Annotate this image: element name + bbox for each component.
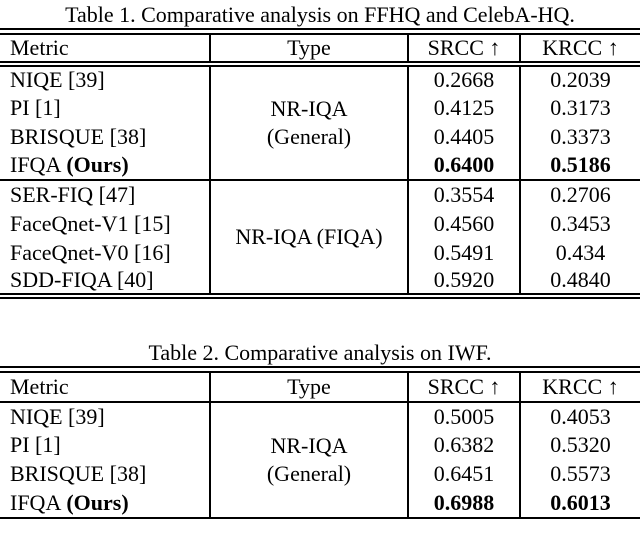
table-row: PI [1] 0.4125 0.3173 (0, 93, 640, 122)
table1-group-nriqa-general: NIQE [39] NR-IQA (General) 0.2668 0.2039 … (0, 64, 640, 180)
metric-label: NIQE [39] (10, 67, 105, 92)
cell-krcc: 0.3453 (550, 210, 611, 236)
cell-metric: BRISQUE [38] (0, 122, 211, 151)
cell-metric: SDD-FIQA [40] (0, 267, 211, 296)
cell-srcc: 0.4125 (408, 93, 521, 122)
cell-krcc: 0.6013 (550, 489, 611, 515)
cell-metric: FaceQnet-V1 [15] (0, 209, 211, 238)
cell-srcc: 0.6451 (408, 459, 521, 489)
cell-srcc: 0.5005 (408, 401, 521, 431)
col-header-krcc: KRCC ↑ (520, 31, 640, 67)
col-header-metric: Metric (0, 31, 211, 67)
table1-caption: Table 1. Comparative analysis on FFHQ an… (65, 2, 575, 27)
cell-metric: NIQE [39] (0, 64, 211, 93)
metric-label: SER-FIQ [47] (10, 182, 136, 207)
table2-comparative-iwf: Metric Type SRCC ↑ KRCC ↑ NIQE [39] NR-I… (0, 366, 640, 519)
cell-krcc: 0.3173 (550, 94, 611, 120)
metric-suffix: (Ours) (66, 152, 129, 177)
table2-caption: Table 2. Comparative analysis on IWF. (148, 340, 492, 365)
table-row: PI [1] 0.6382 0.5320 (0, 430, 640, 460)
table1-header-row: Metric Type SRCC ↑ KRCC ↑ (0, 31, 640, 67)
metric-label: FaceQnet-V0 [16] (10, 239, 171, 265)
cell-krcc: 0.2706 (520, 179, 640, 209)
metric-label: IFQA (10, 489, 62, 515)
metric-label: FaceQnet-V1 [15] (10, 210, 171, 236)
cell-srcc: 0.2668 (408, 64, 521, 93)
cell-srcc: 0.6988 (408, 488, 521, 518)
col-header-type: Type (210, 31, 409, 67)
cell-metric: FaceQnet-V0 [16] (0, 238, 211, 267)
table-row: BRISQUE [38] 0.6451 0.5573 (0, 459, 640, 489)
cell-srcc: 0.4405 (408, 122, 521, 151)
cell-type-group: NR-IQA (General) (210, 64, 409, 180)
col-header-metric: Metric (0, 369, 211, 403)
table-row: SDD-FIQA [40] 0.5920 0.4840 (0, 267, 640, 296)
metric-label: SDD-FIQA [40] (10, 267, 154, 292)
col-header-type: Type (210, 369, 409, 403)
metric-label: PI [1] (10, 432, 61, 457)
cell-krcc: 0.3373 (550, 123, 611, 149)
table2-header-row: Metric Type SRCC ↑ KRCC ↑ (0, 369, 640, 403)
cell-metric: SER-FIQ [47] (0, 179, 211, 209)
cell-krcc: 0.5320 (550, 432, 611, 457)
paper-page: Table 1. Comparative analysis on FFHQ an… (0, 3, 640, 519)
cell-metric: IFQA (Ours) (0, 488, 211, 518)
cell-metric: PI [1] (0, 93, 211, 122)
metric-label: BRISQUE [38] (10, 123, 147, 149)
cell-metric: NIQE [39] (0, 401, 211, 431)
cell-krcc: 0.2039 (550, 67, 611, 92)
table-row: NIQE [39] NR-IQA (General) 0.5005 0.4053 (0, 401, 640, 518)
cell-srcc: 0.6382 (408, 430, 521, 460)
type-line2: (General) (266, 124, 352, 149)
metric-label: NIQE [39] (10, 403, 105, 429)
col-header-srcc: SRCC ↑ (408, 369, 521, 403)
cell-srcc: 0.6400 (408, 151, 521, 180)
cell-metric: IFQA (Ours) (0, 151, 211, 180)
cell-metric: PI [1] (0, 430, 211, 460)
cell-type-group: NR-IQA (FIQA) (210, 179, 409, 296)
metric-label: IFQA (10, 152, 62, 177)
table-row: BRISQUE [38] 0.4405 0.3373 (0, 122, 640, 151)
type-line1: NR-IQA (270, 96, 348, 121)
cell-metric: BRISQUE [38] (0, 459, 211, 489)
cell-srcc: 0.5920 (408, 267, 521, 296)
table2-group-nriqa-general: NIQE [39] NR-IQA (General) 0.5005 0.4053 … (0, 401, 640, 518)
type-line2: (General) (266, 460, 352, 486)
col-header-srcc: SRCC ↑ (408, 31, 521, 67)
table-row-ours: IFQA (Ours) 0.6400 0.5186 (0, 151, 640, 180)
metric-label: BRISQUE [38] (10, 461, 147, 486)
table1-group-nriqa-fiqa: SER-FIQ [47] NR-IQA (FIQA) 0.3554 0.2706… (0, 179, 640, 296)
cell-krcc: 0.5186 (550, 152, 611, 177)
cell-krcc: 0.4840 (550, 267, 611, 292)
cell-srcc: 0.5491 (408, 238, 521, 267)
metric-label: PI [1] (10, 94, 61, 120)
table-row: FaceQnet-V1 [15] 0.4560 0.3453 (0, 209, 640, 238)
cell-srcc: 0.4560 (408, 209, 521, 238)
table1-comparative-ffhq-celebahq: Metric Type SRCC ↑ KRCC ↑ NIQE [39] NR-I… (0, 28, 640, 299)
cell-krcc: 0.4053 (550, 403, 611, 429)
type-line1: NR-IQA (270, 432, 348, 458)
col-header-krcc: KRCC ↑ (520, 369, 640, 403)
table-row-ours: IFQA (Ours) 0.6988 0.6013 (0, 488, 640, 518)
table-row: SER-FIQ [47] NR-IQA (FIQA) 0.3554 0.2706 (0, 179, 640, 296)
table-row: NIQE [39] NR-IQA (General) 0.2668 0.2039 (0, 64, 640, 180)
cell-type-group: NR-IQA (General) (210, 401, 409, 518)
cell-srcc: 0.3554 (408, 179, 521, 209)
metric-suffix: (Ours) (66, 489, 129, 515)
table-row: FaceQnet-V0 [16] 0.5491 0.434 (0, 238, 640, 267)
cell-krcc: 0.5573 (550, 461, 611, 486)
cell-krcc: 0.434 (555, 239, 606, 265)
